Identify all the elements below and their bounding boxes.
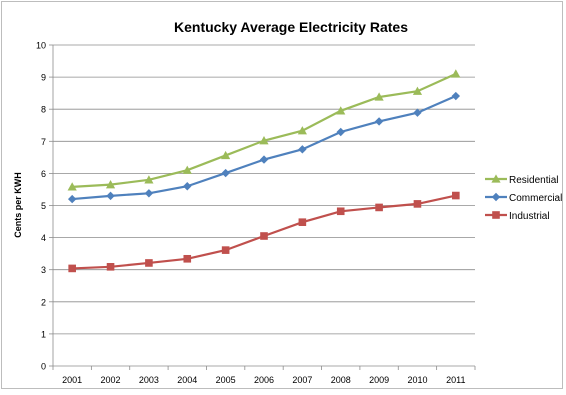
data-point-residential xyxy=(336,106,346,115)
data-point-residential xyxy=(374,92,384,101)
y-tick-label: 7 xyxy=(41,137,46,147)
y-tick-label: 2 xyxy=(41,297,46,307)
y-tick-label: 8 xyxy=(41,105,46,115)
data-point-industrial xyxy=(145,259,153,267)
y-tick-label: 4 xyxy=(41,233,46,243)
data-point-industrial xyxy=(452,191,460,200)
legend-label: Residential xyxy=(509,175,558,186)
series-layer xyxy=(67,69,461,273)
legend-label: Commercial xyxy=(509,193,562,204)
data-point-commercial xyxy=(183,182,192,191)
data-point-residential xyxy=(412,86,423,95)
data-point-industrial xyxy=(336,207,345,216)
x-tick-label: 2003 xyxy=(139,375,159,385)
x-tick-label: 2011 xyxy=(446,375,465,385)
data-point-residential xyxy=(221,150,231,160)
legend-marker xyxy=(491,192,501,202)
series-residential xyxy=(67,69,461,191)
legend: Residential Commercial Industrial xyxy=(485,174,562,222)
legend-marker xyxy=(491,174,501,183)
x-tick-label: 2007 xyxy=(292,375,312,385)
series-line-commercial xyxy=(72,95,457,201)
chart-title: Kentucky Average Electricity Rates xyxy=(174,19,408,35)
legend-marker xyxy=(492,211,500,219)
data-point-commercial xyxy=(106,191,115,201)
data-point-residential xyxy=(297,126,307,135)
data-point-commercial xyxy=(221,168,230,178)
x-tick-label: 2001 xyxy=(62,375,82,385)
x-tick-label: 2008 xyxy=(331,375,351,385)
data-point-residential xyxy=(67,182,77,191)
y-tick-label: 6 xyxy=(41,169,46,179)
y-tick-label: 9 xyxy=(41,73,46,83)
data-point-residential xyxy=(105,180,116,189)
data-point-commercial xyxy=(144,189,154,198)
data-point-commercial xyxy=(451,91,461,101)
series-line-residential xyxy=(72,72,457,188)
data-point-commercial xyxy=(336,127,345,137)
x-tick-label: 2005 xyxy=(216,375,236,385)
line-chart: Kentucky Average Electricity Rates Cents… xyxy=(13,19,562,385)
series-commercial xyxy=(67,91,461,204)
legend-item-residential: Residential xyxy=(485,174,558,186)
x-tick-label: 2002 xyxy=(101,375,121,385)
data-point-industrial xyxy=(260,232,268,240)
data-point-commercial xyxy=(298,145,307,154)
data-point-commercial xyxy=(67,194,77,204)
y-tick-label: 0 xyxy=(41,362,46,372)
data-point-residential xyxy=(451,69,461,78)
legend-item-industrial: Industrial xyxy=(485,211,550,222)
data-point-commercial xyxy=(374,117,384,126)
y-tick-label: 5 xyxy=(41,201,46,211)
gridlines xyxy=(53,44,475,335)
x-tick-label: 2010 xyxy=(407,375,427,385)
data-point-industrial xyxy=(413,200,422,208)
data-point-industrial xyxy=(106,263,115,271)
x-tick-label: 2004 xyxy=(177,375,197,385)
x-tick-label: 2006 xyxy=(254,375,274,385)
data-point-industrial xyxy=(68,264,76,273)
series-line-industrial xyxy=(72,194,457,270)
data-point-residential xyxy=(144,175,154,184)
data-point-industrial xyxy=(183,254,192,263)
data-point-industrial xyxy=(298,218,307,226)
y-tick-label: 1 xyxy=(41,329,46,339)
x-tick-label: 2009 xyxy=(369,375,389,385)
data-point-residential xyxy=(182,165,192,174)
legend-label: Industrial xyxy=(509,211,550,222)
data-point-industrial xyxy=(375,203,383,212)
axes: 0 1 2 3 4 5 6 7 8 9 10 2001 2002 2003 2004 2005 2006 2007… xyxy=(36,41,476,385)
y-tick-label: 3 xyxy=(41,265,46,275)
y-tick-label: 10 xyxy=(36,41,46,51)
legend-item-commercial: Commercial xyxy=(485,192,562,204)
data-point-commercial xyxy=(413,108,422,117)
chart-frame: Kentucky Average Electricity Rates Cents… xyxy=(1,1,563,389)
series-industrial xyxy=(68,191,460,273)
data-point-commercial xyxy=(259,155,269,164)
y-axis-label: Cents per KWH xyxy=(13,172,23,238)
data-point-industrial xyxy=(221,246,230,254)
data-point-residential xyxy=(259,136,269,145)
